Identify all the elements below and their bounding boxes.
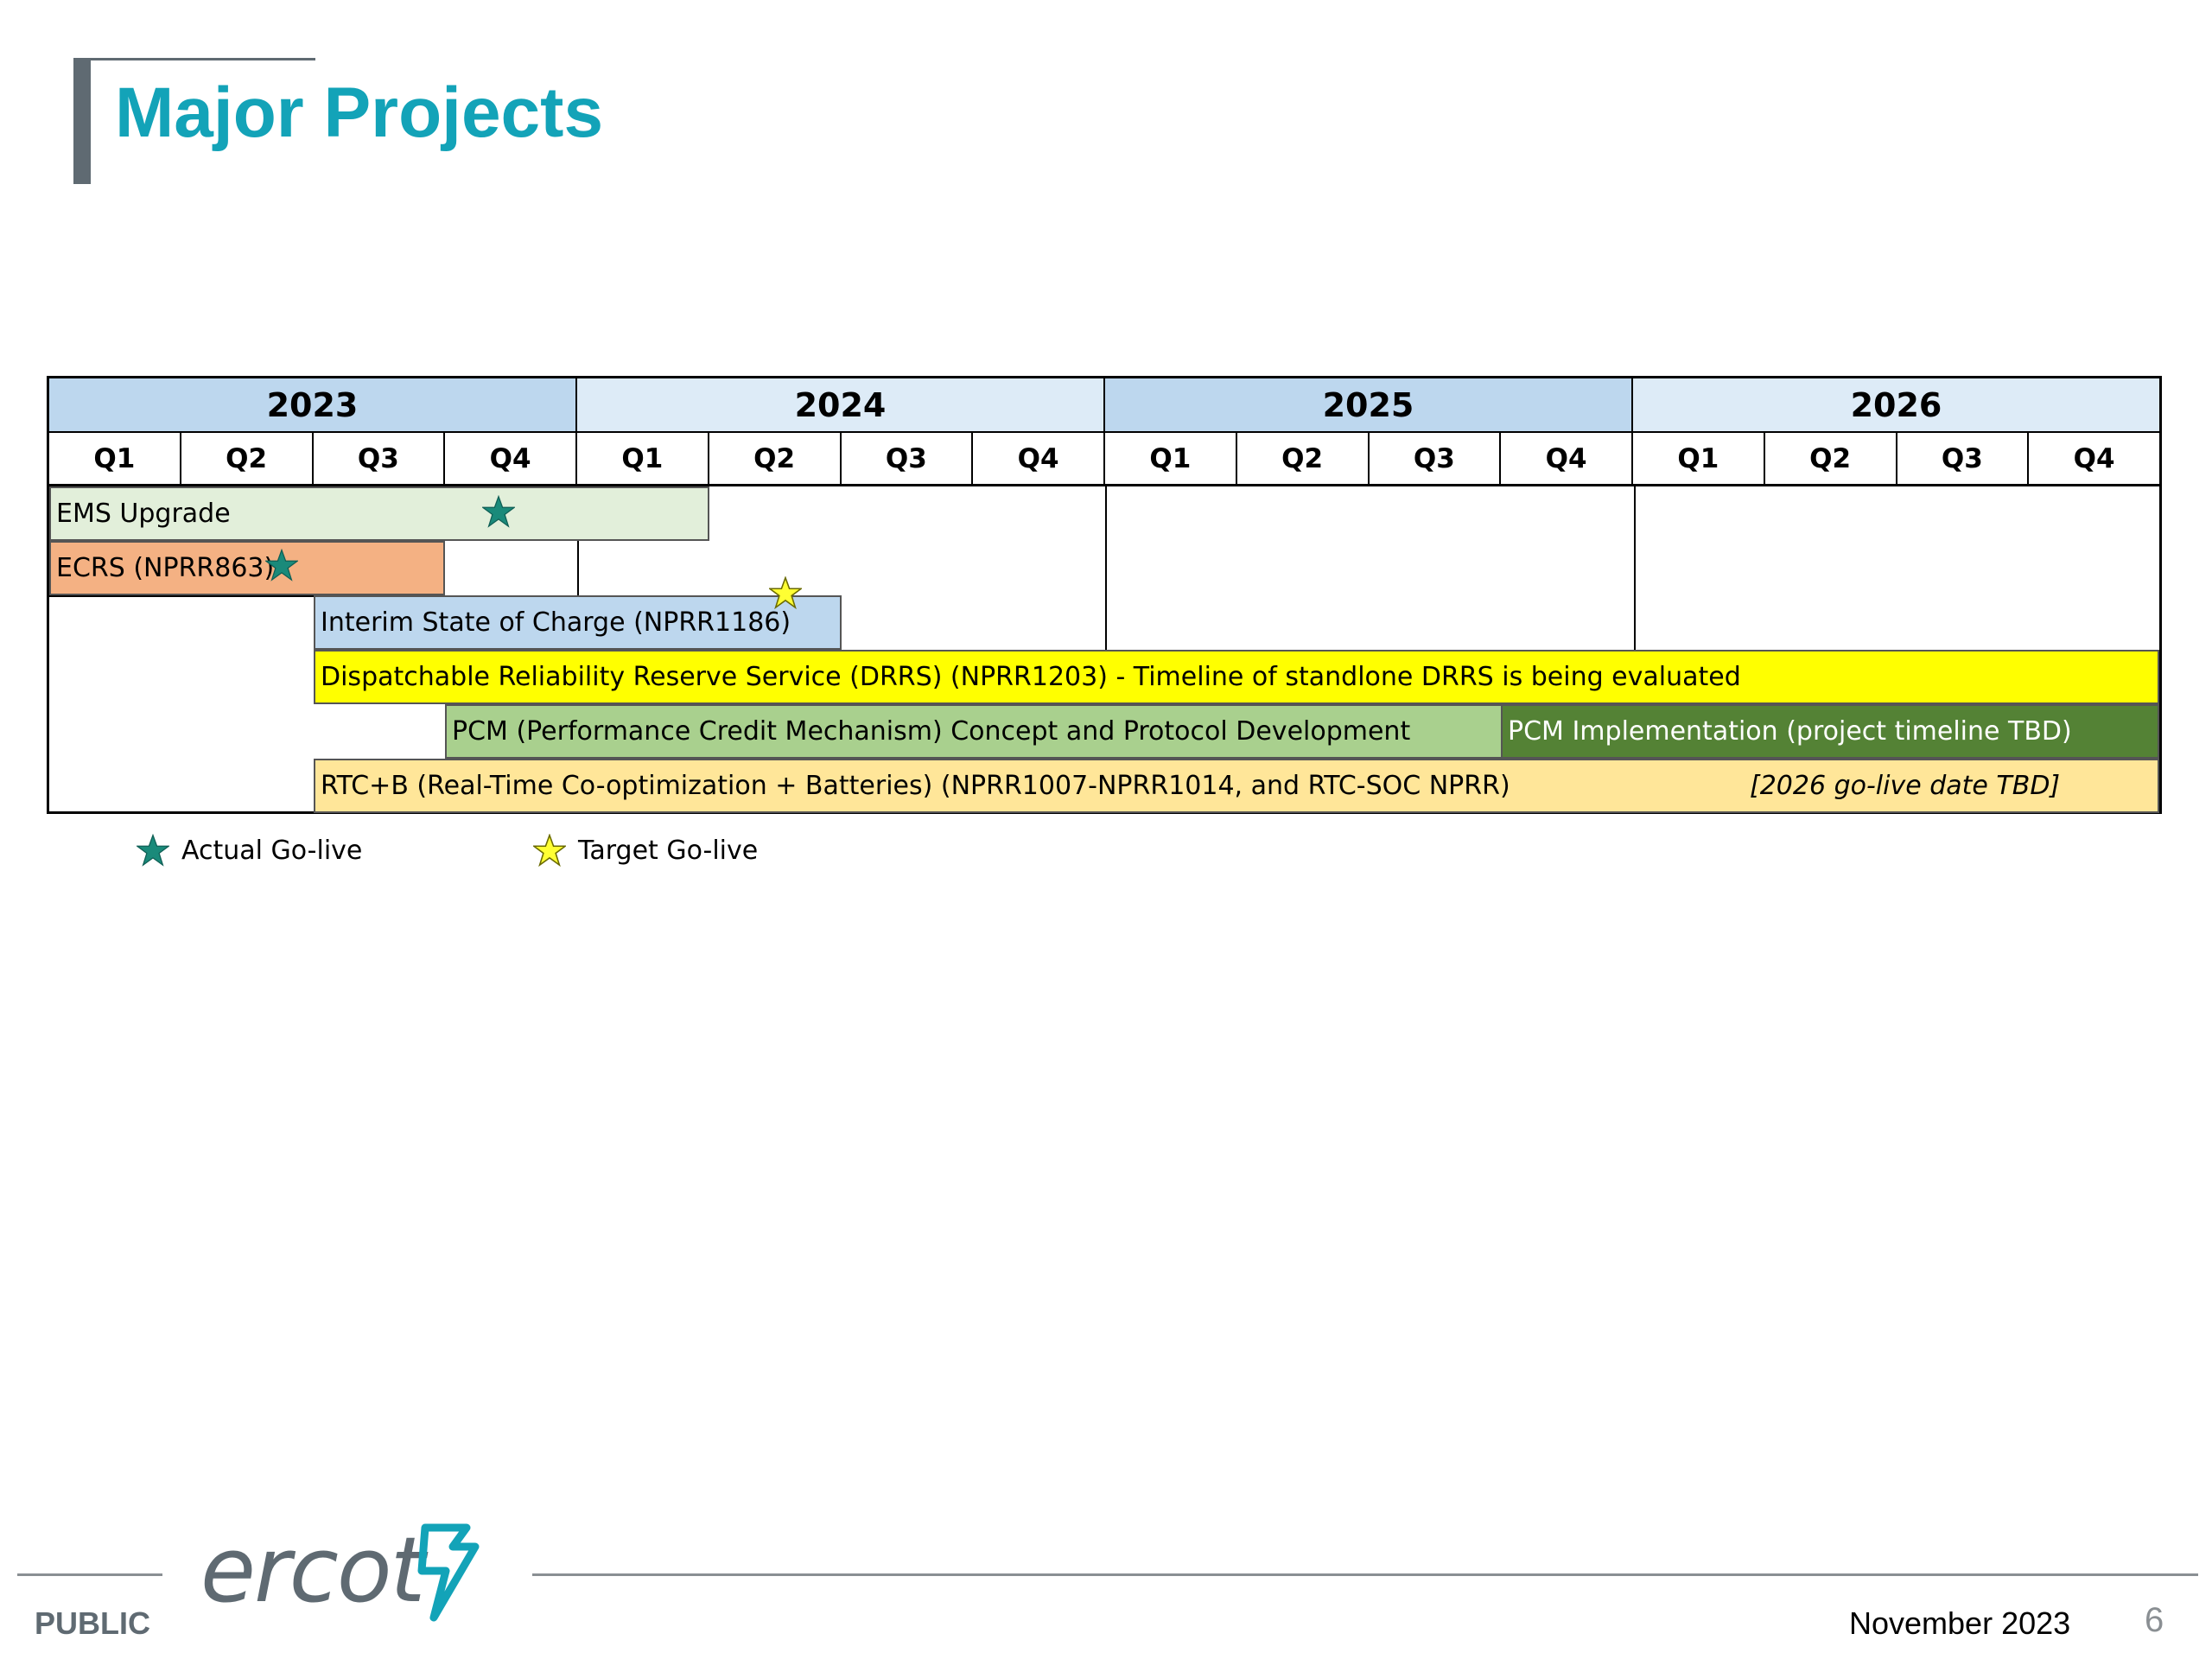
page-title: Major Projects xyxy=(115,73,604,152)
grid-line xyxy=(49,595,314,597)
legend-target: Target Go-live xyxy=(533,834,758,867)
title-accent-line xyxy=(73,58,315,60)
project-label: PCM (Performance Credit Mechanism) Conce… xyxy=(452,716,1411,747)
timeline-body: EMS Upgrade ECRS (NPRR863) Interim State… xyxy=(49,486,2159,813)
year-2025-header: 2025 xyxy=(1105,378,1633,431)
go-live-note: [2026 go-live date TBD] xyxy=(1750,771,2061,801)
legend-actual-label: Actual Go-live xyxy=(181,835,363,866)
quarter-header: Q3 xyxy=(313,433,446,484)
footer-divider xyxy=(17,1573,162,1576)
quarter-header: Q3 xyxy=(1897,433,2030,484)
footer-divider xyxy=(532,1573,2198,1576)
project-bar-ems-upgrade: EMS Upgrade xyxy=(49,486,709,541)
project-bar-ecrs: ECRS (NPRR863) xyxy=(49,541,445,595)
year-2026-header: 2026 xyxy=(1633,378,2159,431)
quarter-header: Q3 xyxy=(1369,433,1502,484)
quarter-header: Q1 xyxy=(1105,433,1237,484)
project-label: Dispatchable Reliability Reserve Service… xyxy=(321,662,1741,692)
quarter-header: Q4 xyxy=(2029,433,2159,484)
grid-line xyxy=(577,486,579,595)
project-label: RTC+B (Real-Time Co-optimization + Batte… xyxy=(321,771,1510,801)
page-number: 6 xyxy=(2145,1601,2164,1639)
project-timeline-table: 2023 2024 2025 2026 Q1 Q2 Q3 Q4 Q1 Q2 Q3… xyxy=(47,376,2162,814)
project-bar-drrs: Dispatchable Reliability Reserve Service… xyxy=(314,650,2159,704)
classification-label: PUBLIC xyxy=(35,1605,150,1641)
quarter-header: Q2 xyxy=(1236,433,1370,484)
quarter-header: Q4 xyxy=(973,433,1105,484)
quarter-header: Q4 xyxy=(445,433,577,484)
project-bar-pcm-concept: PCM (Performance Credit Mechanism) Conce… xyxy=(445,704,1503,759)
project-bar-interim-soc: Interim State of Charge (NPRR1186) xyxy=(314,595,842,650)
year-header-row: 2023 2024 2025 2026 xyxy=(49,378,2159,433)
project-bar-rtcb: RTC+B (Real-Time Co-optimization + Batte… xyxy=(314,759,2159,813)
target-go-live-star-icon xyxy=(769,576,802,609)
project-label: EMS Upgrade xyxy=(56,499,231,529)
legend-target-label: Target Go-live xyxy=(578,835,759,866)
actual-go-live-star-icon xyxy=(137,834,169,867)
actual-go-live-star-icon xyxy=(482,495,515,528)
quarter-header: Q1 xyxy=(577,433,709,484)
actual-go-live-star-icon xyxy=(265,549,298,582)
quarter-header: Q2 xyxy=(181,433,314,484)
project-label: ECRS (NPRR863) xyxy=(56,553,275,583)
project-label: PCM Implementation (project timeline TBD… xyxy=(1508,716,2072,747)
ercot-logo: ercot xyxy=(200,1517,494,1631)
target-go-live-star-icon xyxy=(533,834,566,867)
quarter-header-row: Q1 Q2 Q3 Q4 Q1 Q2 Q3 Q4 Q1 Q2 Q3 Q4 Q1 Q… xyxy=(49,433,2159,486)
footer-date: November 2023 xyxy=(1849,1605,2071,1641)
quarter-header: Q2 xyxy=(1764,433,1897,484)
quarter-header: Q3 xyxy=(841,433,974,484)
quarter-header: Q1 xyxy=(1633,433,1765,484)
quarter-header: Q1 xyxy=(49,433,181,484)
project-bar-pcm-implementation: PCM Implementation (project timeline TBD… xyxy=(1501,704,2159,759)
grid-line xyxy=(1105,486,1107,651)
logo-wordmark: ercot xyxy=(200,1517,425,1623)
bolt-icon xyxy=(417,1523,480,1622)
grid-line xyxy=(1634,486,1636,651)
quarter-header: Q2 xyxy=(709,433,842,484)
year-2023-header: 2023 xyxy=(49,378,577,431)
quarter-header: Q4 xyxy=(1501,433,1633,484)
title-accent-bar xyxy=(73,58,91,184)
project-label: Interim State of Charge (NPRR1186) xyxy=(321,607,791,638)
year-2024-header: 2024 xyxy=(577,378,1105,431)
legend-actual: Actual Go-live xyxy=(137,834,362,867)
